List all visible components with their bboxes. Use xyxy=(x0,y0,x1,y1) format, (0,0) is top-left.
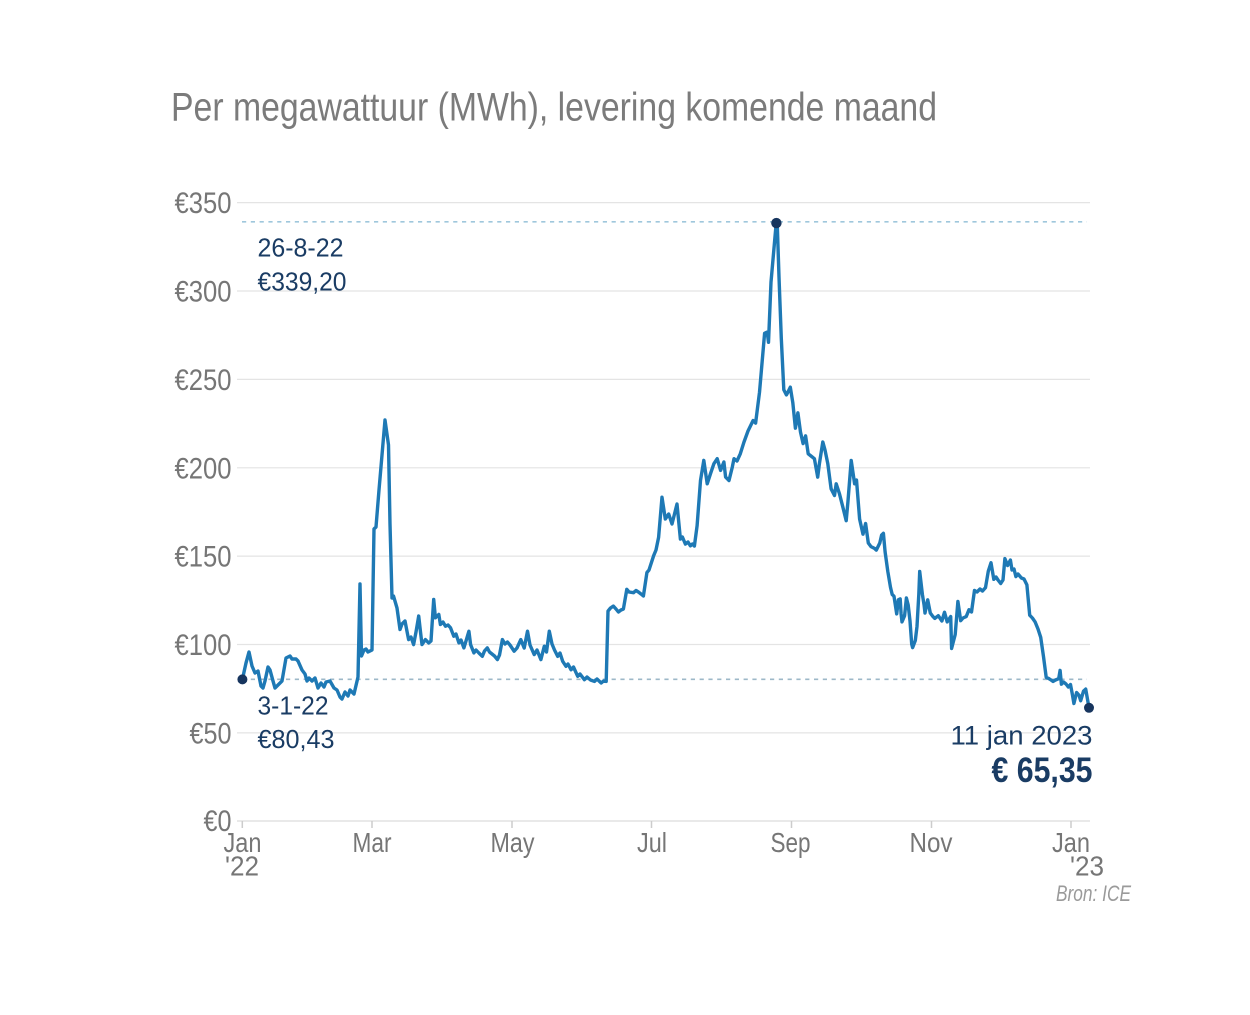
svg-text:Nov: Nov xyxy=(910,827,953,858)
svg-text:Jan: Jan xyxy=(224,827,262,858)
svg-text:Jan: Jan xyxy=(1052,827,1090,858)
svg-text:€250: €250 xyxy=(175,364,232,397)
svg-text:11 jan 2023: 11 jan 2023 xyxy=(951,721,1093,751)
svg-text:€80,43: €80,43 xyxy=(258,726,335,754)
svg-text:€150: €150 xyxy=(175,541,232,574)
svg-text:€339,20: €339,20 xyxy=(258,269,347,297)
svg-text:€350: €350 xyxy=(175,187,232,220)
svg-text:€0: €0 xyxy=(204,805,232,838)
svg-text:€100: €100 xyxy=(175,629,232,662)
svg-text:'23: '23 xyxy=(1070,851,1104,882)
svg-text:May: May xyxy=(491,827,535,858)
svg-text:€200: €200 xyxy=(175,452,232,485)
svg-text:€50: €50 xyxy=(190,718,232,751)
svg-text:Sep: Sep xyxy=(771,827,811,858)
svg-text:'22: '22 xyxy=(225,851,259,882)
svg-text:Per megawattuur (MWh), leverin: Per megawattuur (MWh), levering komende … xyxy=(171,86,937,130)
svg-text:Jul: Jul xyxy=(637,827,667,858)
svg-text:Mar: Mar xyxy=(353,827,392,858)
svg-text:Bron: ICE: Bron: ICE xyxy=(1056,881,1131,906)
svg-text:€ 65,35: € 65,35 xyxy=(992,751,1093,790)
svg-text:3-1-22: 3-1-22 xyxy=(258,693,329,721)
svg-text:26-8-22: 26-8-22 xyxy=(258,234,344,262)
svg-text:€300: €300 xyxy=(175,276,232,309)
